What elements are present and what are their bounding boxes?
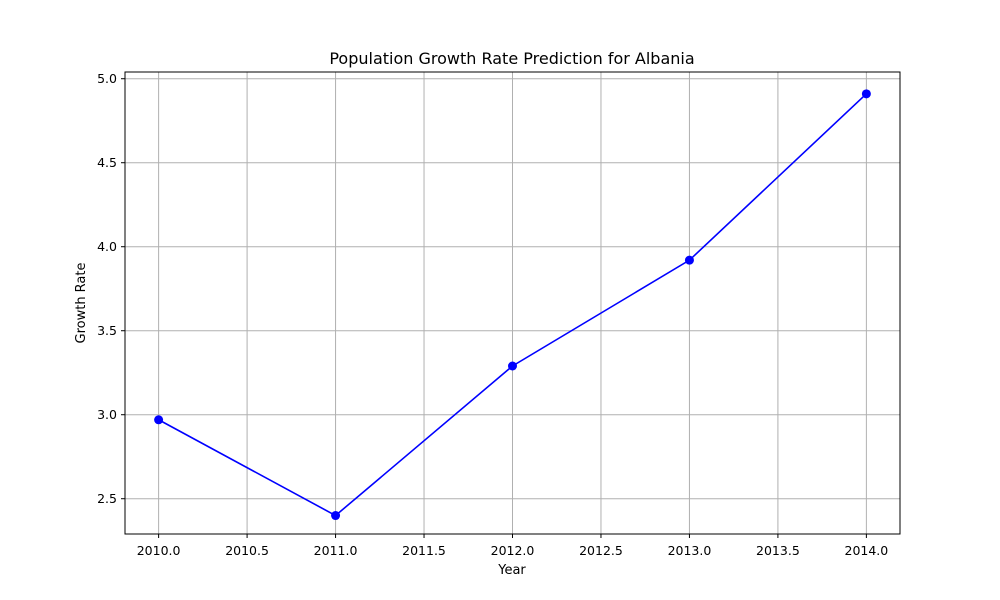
data-point [154,415,164,425]
grid-lines [125,72,900,534]
x-axis-label: Year [497,563,526,578]
x-tick-label: 2010.5 [225,543,269,558]
x-tick-label: 2014.0 [845,543,889,558]
data-point [861,89,871,99]
x-tick-label: 2013.5 [756,543,800,558]
x-axis-ticks: 2010.0 2010.5 2011.0 2011.5 2012.0 2012.5 2013… [137,534,889,558]
data-point [508,361,517,371]
series-layer [154,89,871,521]
data-point [684,255,694,265]
y-tick-label: 3.0 [97,407,117,422]
x-tick-label: 2010.0 [137,543,181,558]
y-tick-label: 2.5 [97,491,117,506]
y-tick-label: 4.5 [97,155,117,170]
data-point [331,511,341,521]
y-tick-label: 4.0 [97,239,117,254]
chart-title: Population Growth Rate Prediction for Al… [329,49,694,68]
x-tick-label: 2011.0 [314,543,358,558]
y-axis-label: Growth Rate [74,263,89,344]
x-tick-label: 2011.5 [402,543,446,558]
y-tick-label: 5.0 [97,71,117,86]
x-tick-label: 2012.5 [579,543,623,558]
x-tick-label: 2013.0 [668,543,712,558]
x-tick-label: 2012.0 [491,543,535,558]
y-tick-label: 3.5 [97,323,117,338]
y-axis-ticks: 2.5 3.0 3.5 4.0 4.5 5.0 [97,71,125,506]
